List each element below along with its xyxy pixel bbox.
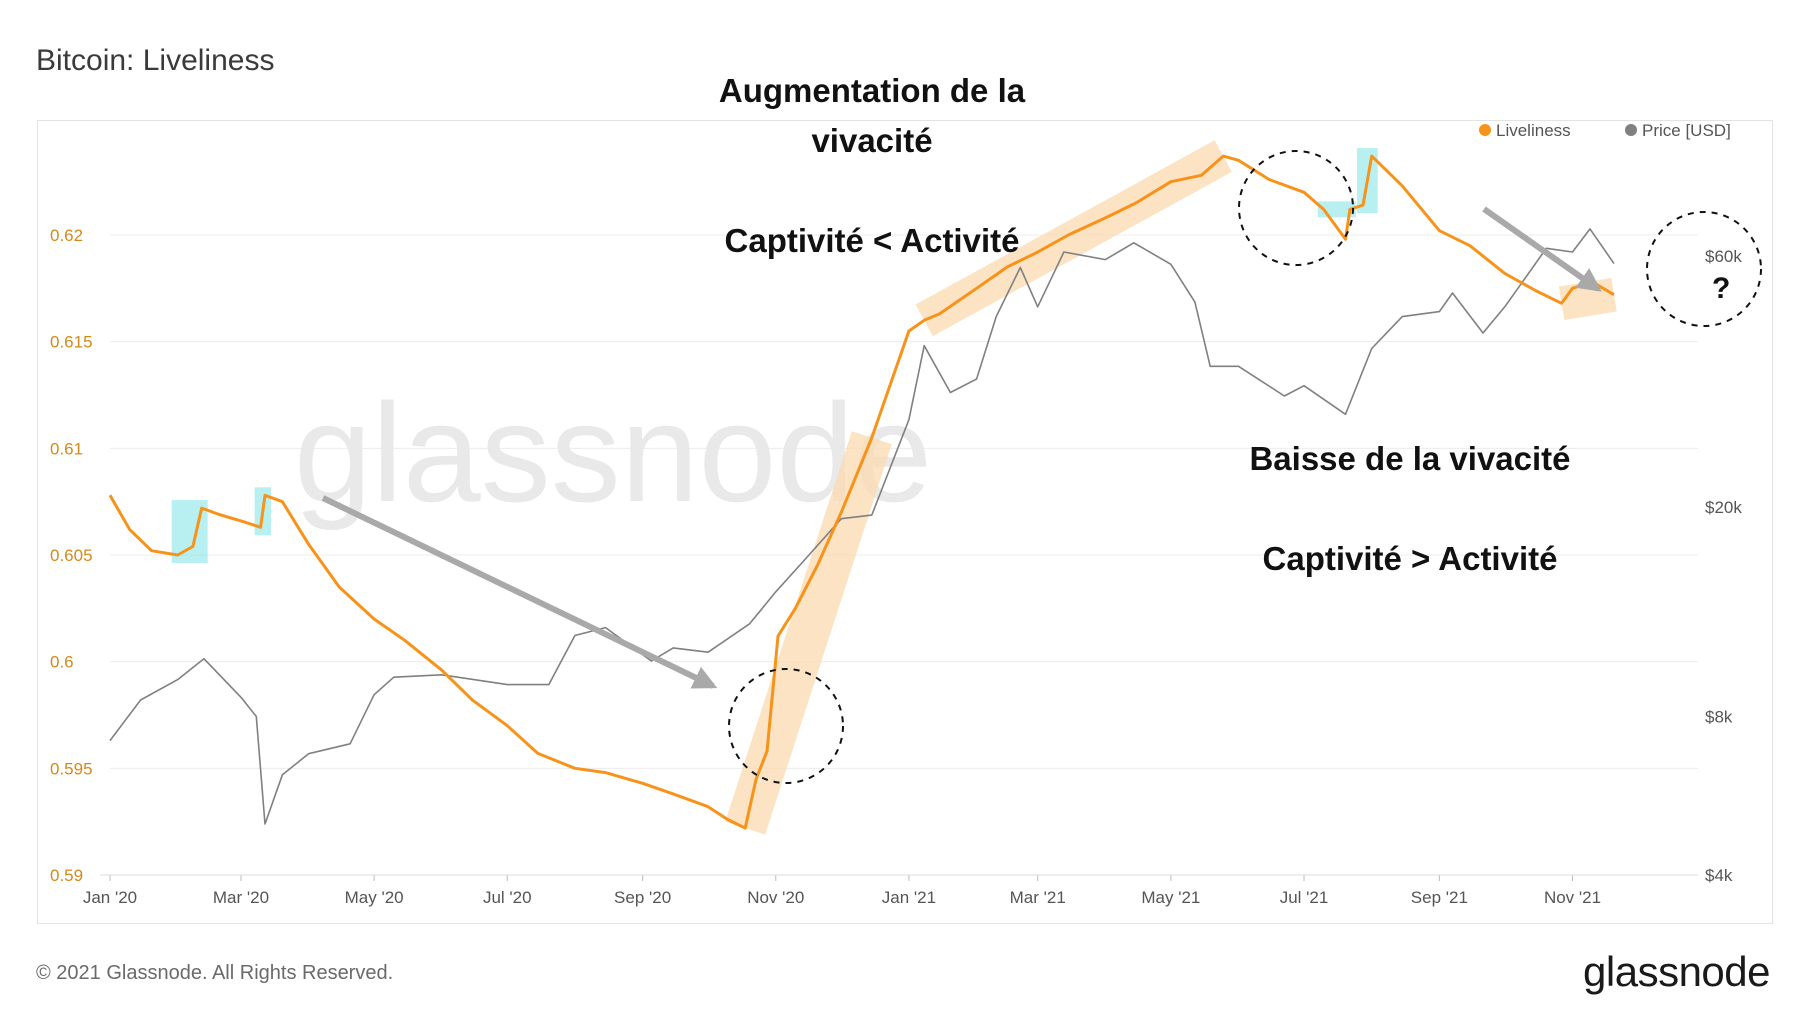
- x-tick-label: Sep '21: [1411, 888, 1468, 907]
- question-circle: [1646, 211, 1762, 327]
- x-tick-label: Nov '21: [1544, 888, 1601, 907]
- x-tick-label: May '21: [1141, 888, 1200, 907]
- y-right-tick-label: $60k: [1705, 247, 1742, 266]
- footer-copyright: © 2021 Glassnode. All Rights Reserved.: [36, 962, 394, 984]
- legend-label-price: Price [USD]: [1642, 121, 1731, 140]
- x-tick-label: Mar '21: [1010, 888, 1066, 907]
- y-right-tick-label: $8k: [1705, 708, 1733, 727]
- chart-legend[interactable]: Liveliness Price [USD]: [1479, 121, 1731, 140]
- liveliness-chart: glassnode 0.59 0.595 0.6 0.605 0.61 0.615 0.62…: [50, 121, 1762, 907]
- y-left-tick-label: 0.61: [50, 439, 83, 458]
- x-tick-label: Nov '20: [747, 888, 804, 907]
- page-title: Bitcoin: Liveliness: [36, 44, 275, 77]
- axis-layer: 0.59 0.595 0.6 0.605 0.61 0.615 0.62 $4k $8k $20k…: [50, 226, 1742, 907]
- series-layer: [108, 154, 1615, 830]
- rise-band-2: [915, 140, 1232, 337]
- y-left-tick-label: 0.595: [50, 759, 93, 778]
- legend-swatch-liveliness: [1479, 124, 1491, 136]
- y-right-tick-label: $4k: [1705, 866, 1733, 885]
- annotation-fall-sub: Captivité > Activité: [1262, 540, 1558, 577]
- decline-arrow-2020: [321, 495, 718, 689]
- annotation-rise-title: Augmentation de la: [718, 72, 1026, 109]
- circle-layer: [728, 150, 1762, 784]
- annotation-fall-title: Baisse de la vivacité: [1249, 440, 1571, 477]
- arrow-layer: [321, 206, 1602, 689]
- x-tick-label: Jan '20: [83, 888, 137, 907]
- legend-swatch-price: [1625, 124, 1637, 136]
- y-right-tick-label: $20k: [1705, 498, 1742, 517]
- annotation-rise-sub: Captivité < Activité: [724, 222, 1020, 259]
- x-tick-label: Jul '21: [1280, 888, 1329, 907]
- bottom-circle: [728, 668, 844, 784]
- annotation-question: ?: [1712, 272, 1731, 305]
- price-line: [109, 228, 1615, 825]
- y-left-tick-label: 0.605: [50, 546, 93, 565]
- watermark: glassnode: [294, 374, 932, 531]
- y-left-tick-label: 0.62: [50, 226, 83, 245]
- liveliness-line: [108, 154, 1615, 830]
- rise-band-1: [725, 431, 892, 835]
- x-tick-label: Jan '21: [882, 888, 936, 907]
- x-tick-label: Jul '20: [483, 888, 532, 907]
- chart-frame: glassnode 0.59 0.595 0.6 0.605 0.61 0.615 0.62…: [37, 120, 1773, 924]
- decline-arrow-2021: [1482, 206, 1602, 292]
- x-tick-label: Sep '20: [614, 888, 671, 907]
- x-tick-label: May '20: [345, 888, 404, 907]
- x-tick-label: Mar '20: [213, 888, 269, 907]
- legend-label-liveliness: Liveliness: [1496, 121, 1571, 140]
- y-left-tick-label: 0.615: [50, 333, 93, 352]
- top-circle: [1238, 150, 1354, 266]
- glassnode-logo[interactable]: glassnode: [1583, 948, 1770, 995]
- annotation-rise-title-line2: vivacité: [811, 122, 933, 159]
- y-left-tick-label: 0.6: [50, 653, 74, 672]
- y-left-tick-label: 0.59: [50, 866, 83, 885]
